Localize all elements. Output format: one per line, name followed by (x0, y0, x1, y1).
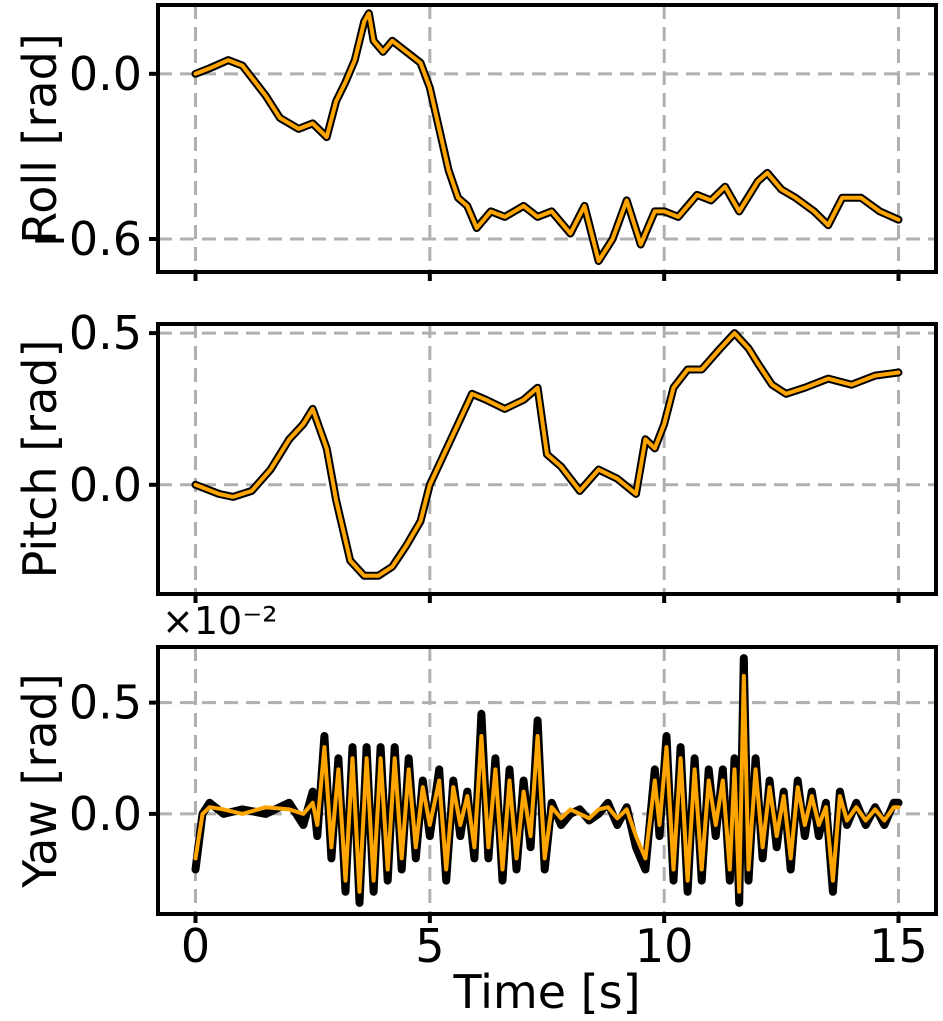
roll-ytick-label: −0.6 (30, 212, 142, 266)
pitch-ytick-label: 0.5 (69, 306, 142, 360)
yaw-xtick-label: 5 (415, 919, 444, 973)
pitch-series-line-orange (193, 331, 901, 578)
yaw-series-line-orange (193, 673, 901, 894)
pitch-ytick-label: 0.0 (69, 458, 142, 512)
yaw-ylabel: Yaw [rad] (13, 673, 67, 888)
yaw-axes-frame (156, 645, 938, 916)
roll-series-group (191, 9, 903, 265)
yaw-offset-text: ×10⁻² (162, 599, 277, 643)
yaw-ytick-label: 0.0 (69, 787, 142, 841)
xlabel: Time [s] (452, 965, 640, 1019)
yaw-series-group (191, 654, 903, 907)
roll-series-line-orange (193, 11, 901, 263)
roll-series-line-black (191, 9, 903, 265)
yaw-xtick-label: 10 (635, 919, 694, 973)
yaw-xtick-label: 0 (181, 919, 210, 973)
yaw-ytick-label: 0.5 (69, 676, 142, 730)
roll-ytick-label: 0.0 (69, 47, 142, 101)
pitch-ylabel: Pitch [rad] (13, 340, 67, 579)
yaw-xtick-label: 15 (869, 919, 928, 973)
yaw-series-line-black (191, 654, 903, 907)
roll-ylabel: Roll [rad] (13, 33, 67, 243)
pitch-axes-frame (156, 322, 938, 596)
pitch-series-group (191, 329, 903, 580)
roll-axes-frame (156, 3, 938, 274)
yaw-panel: 0.0 0.5 0 5 10 15 Yaw [rad] Time [s] ×10⁻² (13, 599, 938, 1019)
